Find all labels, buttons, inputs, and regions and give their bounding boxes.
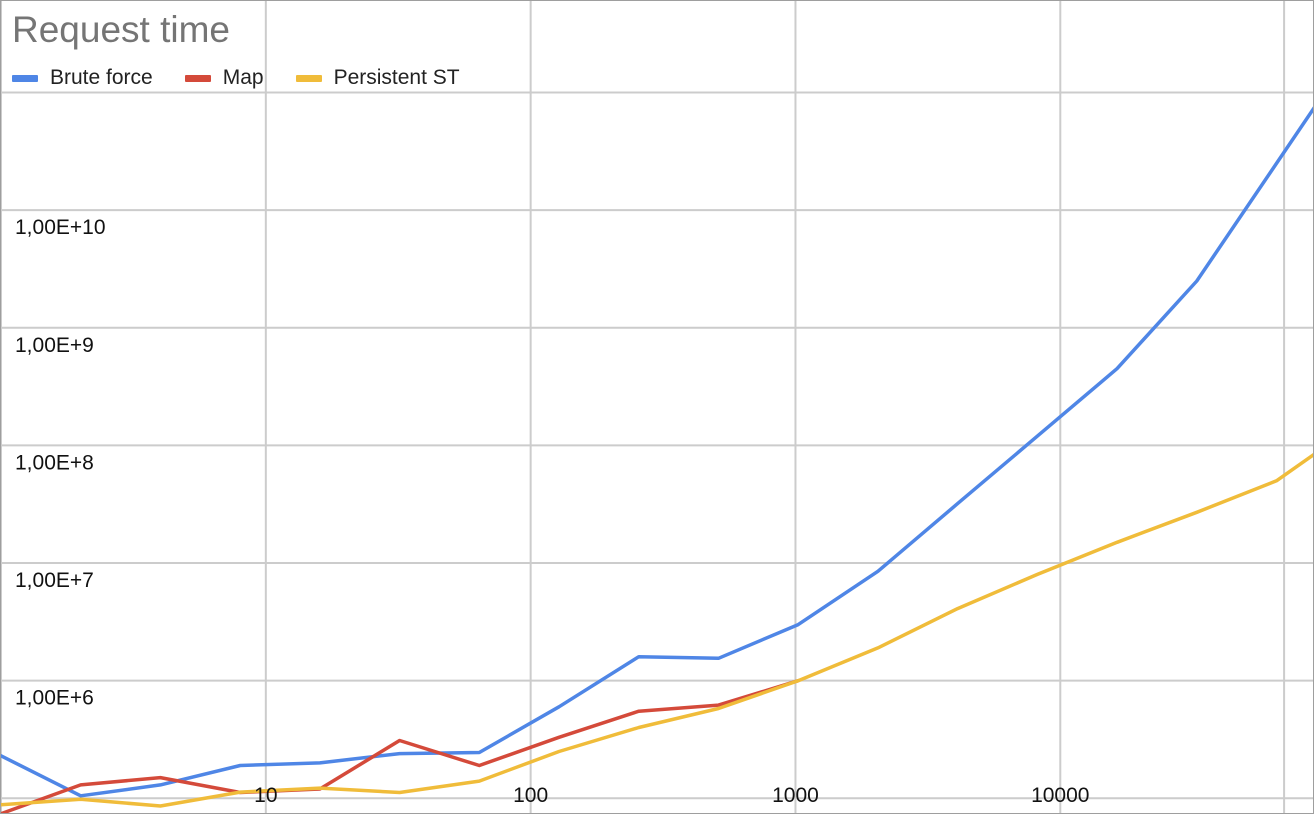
y-axis-labels: 1,00E+6 1,00E+7 1,00E+8 1,00E+9 1,00E+10 xyxy=(15,216,106,710)
legend-swatch-map xyxy=(184,74,211,82)
x-tick-label: 1000 xyxy=(772,784,819,807)
y-tick-label: 1,00E+6 xyxy=(15,687,94,710)
series-line-map xyxy=(1,678,800,813)
legend-swatch-brute-force xyxy=(12,74,38,82)
legend-item-persistent-st[interactable]: Persistent ST xyxy=(295,66,460,90)
x-tick-label: 10000 xyxy=(1031,784,1089,807)
legend-label-brute-force: Brute force xyxy=(50,66,153,89)
y-tick-label: 1,00E+7 xyxy=(15,569,94,592)
series-line-persistent-st xyxy=(1,452,1313,808)
x-axis-labels: 10 100 1000 10000 xyxy=(254,784,1089,807)
legend-item-brute-force[interactable]: Brute force xyxy=(12,66,153,90)
legend: Brute force Map Persistent ST xyxy=(12,64,492,92)
series-line-brute-force xyxy=(1,106,1313,798)
x-tick-label: 10 xyxy=(254,784,277,807)
x-tick-label: 100 xyxy=(513,784,548,807)
legend-item-map[interactable]: Map xyxy=(184,66,264,90)
legend-label-map: Map xyxy=(222,66,264,89)
y-tick-label: 1,00E+9 xyxy=(15,334,94,357)
legend-swatch-persistent-st xyxy=(295,74,322,82)
legend-label-persistent-st: Persistent ST xyxy=(333,66,460,89)
y-tick-label: 1,00E+8 xyxy=(15,451,94,474)
series-lines xyxy=(1,106,1313,813)
chart-title: Request time xyxy=(12,9,230,50)
y-tick-label: 1,00E+10 xyxy=(15,216,106,239)
